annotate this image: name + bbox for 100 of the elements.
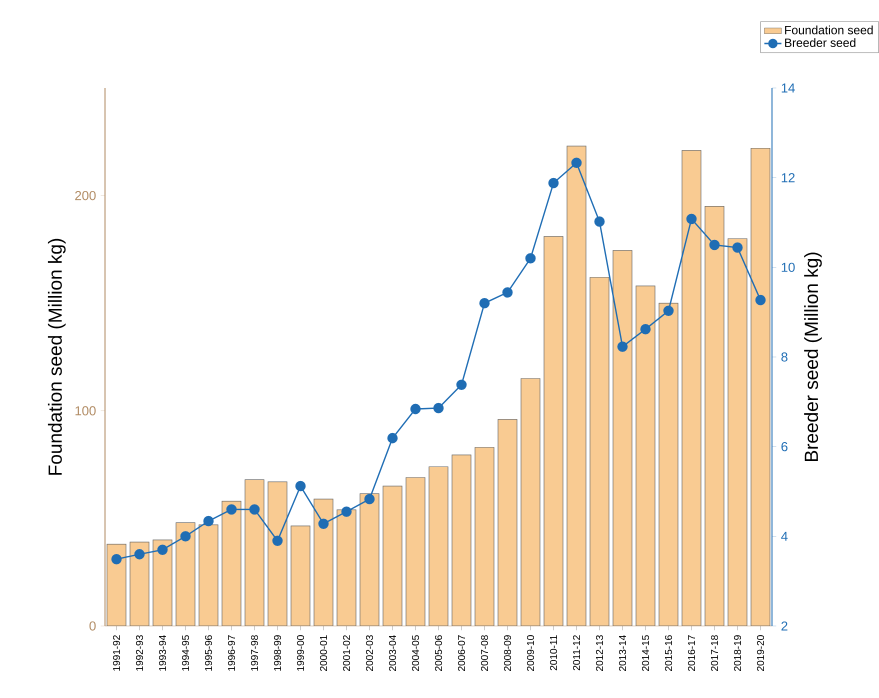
point xyxy=(295,480,306,492)
point xyxy=(594,216,605,227)
point xyxy=(617,341,628,352)
bar xyxy=(314,498,334,626)
bar xyxy=(658,302,678,626)
bar xyxy=(682,150,702,626)
x-tick-label: 2009-10 xyxy=(526,635,534,671)
bar xyxy=(152,540,172,626)
x-tick-label: 2005-06 xyxy=(434,635,442,671)
point xyxy=(226,504,237,515)
point xyxy=(410,404,421,414)
y2-tick-label: 2 xyxy=(781,621,788,631)
bar xyxy=(590,277,610,626)
x-tick-label: 2012-13 xyxy=(596,635,604,671)
point xyxy=(479,298,490,308)
bar xyxy=(290,526,310,626)
x-tick-label: 1996-97 xyxy=(228,635,236,671)
y2-tick-label: 8 xyxy=(781,352,788,362)
point xyxy=(433,402,444,414)
point xyxy=(548,178,559,188)
y2-tick-label: 10 xyxy=(782,262,795,272)
bar xyxy=(130,542,150,626)
point xyxy=(525,253,536,264)
point xyxy=(318,518,329,529)
point xyxy=(640,324,651,334)
point xyxy=(341,506,352,517)
x-tick-label: 1992-93 xyxy=(136,635,144,671)
y-tick-label: 0 xyxy=(89,621,96,631)
x-tick-label: 1998-99 xyxy=(274,635,282,671)
bar xyxy=(498,419,518,626)
point xyxy=(249,504,260,515)
bar xyxy=(428,466,448,626)
point xyxy=(456,380,467,390)
point xyxy=(272,536,283,546)
bar xyxy=(452,454,472,626)
point xyxy=(157,544,168,555)
point xyxy=(755,294,766,306)
point xyxy=(686,214,697,224)
point xyxy=(387,432,398,444)
y2-tick-label: 4 xyxy=(781,532,788,541)
legend-label: Foundation seed xyxy=(785,26,873,34)
legend-label: Breeder seed xyxy=(785,38,856,47)
bar xyxy=(636,286,656,626)
x-tick-label: 2017-18 xyxy=(710,635,718,671)
x-tick-label: 2011-12 xyxy=(572,635,580,670)
bar xyxy=(198,524,218,626)
x-tick-label: 2002-03 xyxy=(366,635,374,671)
x-tick-label: 2019-20 xyxy=(756,635,764,671)
x-tick-label: 2006-07 xyxy=(458,635,466,671)
x-tick-label: 2007-08 xyxy=(480,635,488,671)
x-tick-label: 1995-96 xyxy=(204,635,212,671)
x-tick-label: 2016-17 xyxy=(688,635,696,671)
point xyxy=(732,242,743,253)
point xyxy=(502,287,513,298)
x-tick-label: 2010-11 xyxy=(550,635,558,670)
point xyxy=(571,158,582,168)
bar xyxy=(704,206,724,626)
point xyxy=(134,549,145,560)
x-tick-label: 1997-98 xyxy=(250,635,258,671)
bar xyxy=(750,148,770,626)
bar xyxy=(176,522,196,626)
y-tick-label: 100 xyxy=(76,406,96,416)
x-tick-label: 2014-15 xyxy=(642,635,650,671)
x-tick-label: 2015-16 xyxy=(664,635,672,671)
x-tick-label: 1993-94 xyxy=(158,635,166,671)
x-tick-label: 2001-02 xyxy=(342,635,350,671)
bar xyxy=(520,378,540,626)
bar xyxy=(222,500,242,626)
bar xyxy=(382,486,402,626)
y2-tick-label: 6 xyxy=(781,442,788,452)
y2-tick-label: 12 xyxy=(782,173,795,182)
bar xyxy=(544,236,564,626)
bar xyxy=(612,250,632,626)
y2-axis-title: Breeder seed (Million kg) xyxy=(804,252,822,462)
x-tick-label: 1999-00 xyxy=(296,635,304,671)
y2-tick-label: 14 xyxy=(782,84,795,92)
y-tick-label: 200 xyxy=(75,190,96,200)
x-tick-label: 2000-01 xyxy=(320,635,328,671)
point xyxy=(180,531,191,542)
bar xyxy=(474,447,494,626)
bar xyxy=(360,493,380,626)
bar xyxy=(406,477,426,626)
x-tick-label: 1991-92 xyxy=(112,635,120,671)
point xyxy=(111,554,122,564)
bar xyxy=(106,544,126,626)
y-axis-title: Foundation seed (Million kg) xyxy=(48,238,66,475)
x-tick-label: 2008-09 xyxy=(504,635,512,671)
bar xyxy=(566,146,586,626)
bar xyxy=(728,238,748,626)
x-tick-label: 2003-04 xyxy=(388,635,396,671)
x-tick-label: 2004-05 xyxy=(412,635,420,671)
x-tick-label: 2018-19 xyxy=(734,635,742,671)
point xyxy=(203,516,214,526)
point xyxy=(364,494,375,504)
bar xyxy=(244,479,264,626)
x-tick-label: 2013-14 xyxy=(618,635,626,671)
point xyxy=(709,240,720,250)
bar xyxy=(336,509,356,626)
point xyxy=(663,306,674,316)
bar xyxy=(268,482,288,626)
